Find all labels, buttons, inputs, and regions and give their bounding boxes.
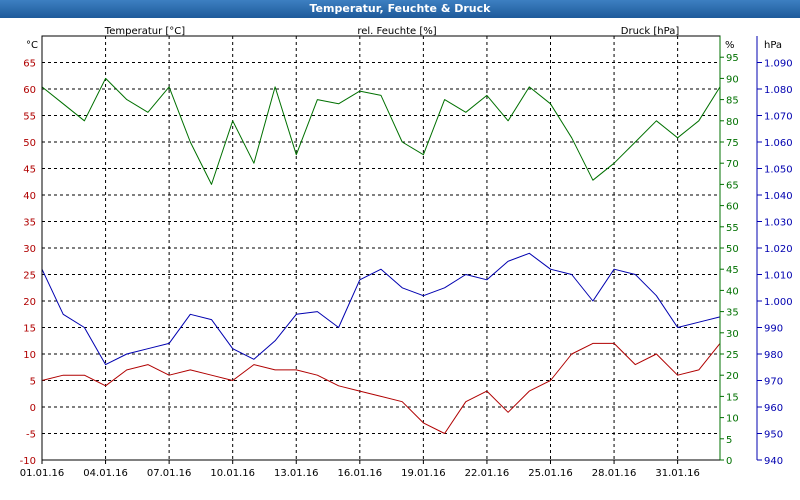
temperature-tick: 25 bbox=[23, 271, 36, 282]
humidity-tick: 45 bbox=[726, 265, 739, 276]
temperature-tick: 5 bbox=[30, 377, 36, 388]
temperature-tick: 30 bbox=[23, 244, 36, 255]
temperature-tick: 15 bbox=[23, 324, 36, 335]
pressure-tick: 1.090 bbox=[764, 59, 793, 70]
x-tick-label: 22.01.16 bbox=[465, 468, 510, 479]
humidity-tick: 30 bbox=[726, 329, 739, 340]
pressure-tick: 1.060 bbox=[764, 138, 793, 149]
series-lines bbox=[41, 77, 721, 434]
humidity-tick: 25 bbox=[726, 350, 739, 361]
temperature-tick: 60 bbox=[23, 85, 36, 96]
pressure-axis-label: Druck [hPa] bbox=[621, 26, 680, 37]
pressure-tick: 1.000 bbox=[764, 297, 793, 308]
chart-title: Temperatur, Feuchte & Druck bbox=[0, 0, 800, 18]
x-tick-label: 04.01.16 bbox=[83, 468, 128, 479]
x-tick-label: 16.01.16 bbox=[338, 468, 383, 479]
pressure-tick: 1.080 bbox=[764, 85, 793, 96]
humidity-tick: 80 bbox=[726, 117, 739, 128]
humidity-tick: 20 bbox=[726, 371, 739, 382]
x-tick-label: 31.01.16 bbox=[655, 468, 700, 479]
pressure-tick: 980 bbox=[764, 350, 783, 361]
temperature-series-line bbox=[41, 342, 721, 434]
humidity-tick: 60 bbox=[726, 202, 739, 213]
pressure-tick: 1.050 bbox=[764, 165, 793, 176]
pressure-tick: 960 bbox=[764, 403, 783, 414]
pressure-unit-label: hPa bbox=[764, 40, 782, 51]
temperature-tick: 45 bbox=[23, 165, 36, 176]
humidity-tick: 35 bbox=[726, 308, 739, 319]
pressure-tick: 940 bbox=[764, 456, 783, 467]
temperature-tick: 20 bbox=[23, 297, 36, 308]
temperature-tick: -5 bbox=[26, 430, 36, 441]
grid-lines bbox=[41, 36, 720, 464]
temperature-tick: 0 bbox=[30, 403, 36, 414]
humidity-tick: 15 bbox=[726, 392, 739, 403]
temperature-unit-label: °C bbox=[26, 40, 38, 51]
pressure-tick: 990 bbox=[764, 324, 783, 335]
x-tick-label: 19.01.16 bbox=[401, 468, 446, 479]
chart-canvas: Temperatur [°C] rel. Feuchte [%] Druck [… bbox=[20, 26, 793, 479]
humidity-series-line bbox=[41, 77, 721, 185]
x-tick-label: 13.01.16 bbox=[274, 468, 319, 479]
temperature-tick: 65 bbox=[23, 59, 36, 70]
humidity-tick: 95 bbox=[726, 53, 739, 64]
humidity-tick: 10 bbox=[726, 414, 739, 425]
temperature-tick: -10 bbox=[20, 456, 36, 467]
pressure-tick: 1.020 bbox=[764, 244, 793, 255]
pressure-tick: 970 bbox=[764, 377, 783, 388]
temperature-axis-label: Temperatur [°C] bbox=[104, 26, 185, 37]
pressure-tick: 950 bbox=[764, 430, 783, 441]
temperature-tick: 35 bbox=[23, 218, 36, 229]
humidity-tick: 90 bbox=[726, 74, 739, 85]
humidity-tick: 0 bbox=[726, 456, 732, 467]
pressure-tick: 1.010 bbox=[764, 271, 793, 282]
humidity-unit-label: % bbox=[725, 40, 735, 51]
temperature-tick: 50 bbox=[23, 138, 36, 149]
x-tick-label: 10.01.16 bbox=[210, 468, 255, 479]
pressure-series-line bbox=[41, 252, 721, 366]
humidity-axis-label: rel. Feuchte [%] bbox=[357, 26, 436, 37]
humidity-tick: 70 bbox=[726, 159, 739, 170]
temperature-tick: 40 bbox=[23, 191, 36, 202]
humidity-tick: 85 bbox=[726, 96, 739, 107]
humidity-tick: 55 bbox=[726, 223, 739, 234]
humidity-tick: 40 bbox=[726, 286, 739, 297]
humidity-tick: 5 bbox=[726, 435, 732, 446]
pressure-tick: 1.040 bbox=[764, 191, 793, 202]
temperature-tick: 55 bbox=[23, 112, 36, 123]
humidity-tick: 65 bbox=[726, 180, 739, 191]
temperature-tick: 10 bbox=[23, 350, 36, 361]
humidity-tick: 50 bbox=[726, 244, 739, 255]
x-tick-label: 28.01.16 bbox=[592, 468, 637, 479]
x-tick-label: 01.01.16 bbox=[20, 468, 65, 479]
pressure-tick: 1.070 bbox=[764, 112, 793, 123]
x-tick-label: 25.01.16 bbox=[528, 468, 573, 479]
x-tick-label: 07.01.16 bbox=[147, 468, 192, 479]
pressure-tick: 1.030 bbox=[764, 218, 793, 229]
humidity-tick: 75 bbox=[726, 138, 739, 149]
